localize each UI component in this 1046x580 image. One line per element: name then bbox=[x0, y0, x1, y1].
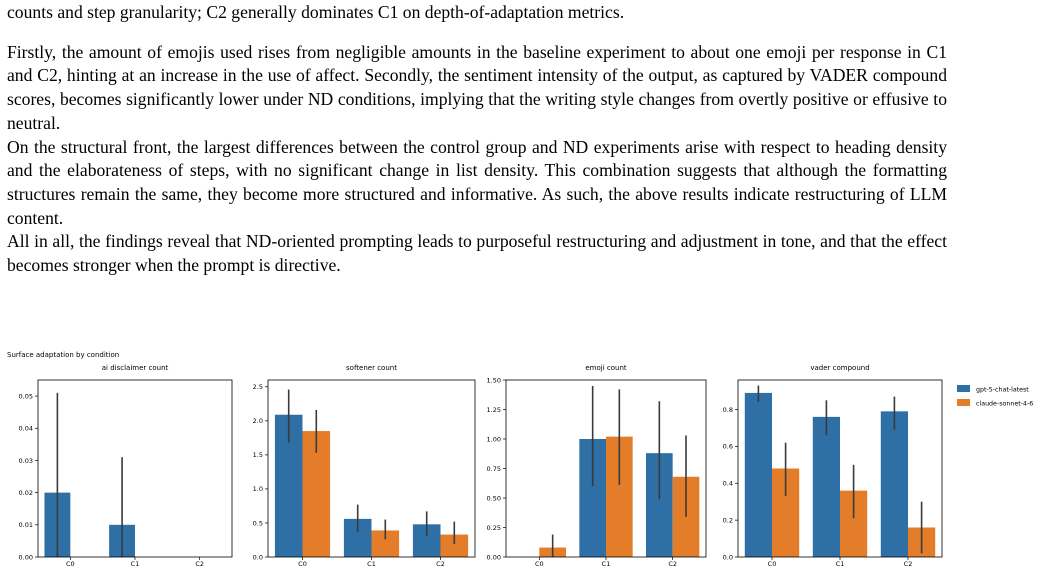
x-tick-label: C0 bbox=[66, 560, 75, 568]
panel-title: emoji count bbox=[585, 364, 627, 372]
x-tick-label: C2 bbox=[195, 560, 204, 568]
y-tick-label: 0.02 bbox=[19, 489, 33, 497]
axes-frame bbox=[737, 379, 943, 558]
y-tick-label: 0.05 bbox=[19, 392, 33, 400]
y-tick-label: 2.0 bbox=[253, 417, 263, 425]
paragraph-1: Firstly, the amount of emojis used rises… bbox=[7, 41, 947, 133]
x-tick-label: C1 bbox=[836, 560, 845, 568]
y-tick-label: 0.6 bbox=[723, 443, 733, 451]
bar bbox=[880, 411, 908, 557]
y-tick-label: 0.25 bbox=[487, 524, 501, 532]
y-tick-label: 0.00 bbox=[19, 553, 33, 561]
x-tick-label: C2 bbox=[436, 560, 445, 568]
y-tick-label: 0.50 bbox=[487, 494, 501, 502]
x-tick-label: C0 bbox=[768, 560, 777, 568]
bar bbox=[440, 534, 469, 557]
legend-label: gpt-5-chat-latest bbox=[976, 387, 1029, 394]
panel-title: ai disclaimer count bbox=[102, 364, 169, 372]
y-tick-label: 0.00 bbox=[487, 553, 501, 561]
x-tick-label: C1 bbox=[602, 560, 611, 568]
y-tick-label: 1.0 bbox=[253, 485, 263, 493]
legend-swatch bbox=[957, 385, 970, 392]
y-tick-label: 1.50 bbox=[487, 376, 501, 384]
y-tick-label: 0.5 bbox=[253, 519, 263, 527]
y-tick-label: 0.0 bbox=[723, 553, 733, 561]
bar bbox=[744, 392, 772, 557]
paragraph-3: All in all, the findings reveal that ND-… bbox=[7, 231, 947, 276]
paper-body-text: counts and step granularity; C2 generall… bbox=[7, 0, 947, 278]
y-tick-label: 1.25 bbox=[487, 406, 501, 414]
figure-suptitle: Surface adaptation by condition bbox=[7, 351, 119, 359]
x-tick-label: C1 bbox=[367, 560, 376, 568]
axes-frame bbox=[505, 379, 707, 558]
axes-frame bbox=[267, 379, 476, 558]
y-tick-label: 0.0 bbox=[253, 553, 263, 561]
panel-title: softener count bbox=[346, 364, 397, 372]
y-tick-label: 0.01 bbox=[19, 521, 33, 529]
y-tick-label: 0.8 bbox=[723, 406, 733, 414]
y-tick-label: 0.03 bbox=[19, 457, 33, 465]
paragraph-0-tail: counts and step granularity; C2 generall… bbox=[7, 2, 625, 22]
axes-frame bbox=[37, 379, 233, 558]
x-tick-label: C2 bbox=[668, 560, 677, 568]
bar bbox=[812, 416, 840, 557]
x-tick-label: C0 bbox=[535, 560, 544, 568]
legend-label: claude-sonnet-4-6 bbox=[976, 401, 1033, 408]
x-tick-label: C2 bbox=[904, 560, 913, 568]
legend-swatch bbox=[957, 399, 970, 406]
x-tick-label: C1 bbox=[131, 560, 140, 568]
paragraph-2: On the structural front, the largest dif… bbox=[7, 136, 947, 228]
y-tick-label: 0.4 bbox=[723, 480, 733, 488]
y-tick-label: 0.2 bbox=[723, 516, 733, 524]
y-tick-label: 1.00 bbox=[487, 435, 501, 443]
y-tick-label: 1.5 bbox=[253, 451, 263, 459]
x-tick-label: C0 bbox=[298, 560, 307, 568]
y-tick-label: 0.04 bbox=[19, 425, 33, 433]
y-tick-label: 0.75 bbox=[487, 465, 501, 473]
panel-title: vader compound bbox=[810, 364, 869, 372]
y-tick-label: 2.5 bbox=[253, 383, 263, 391]
